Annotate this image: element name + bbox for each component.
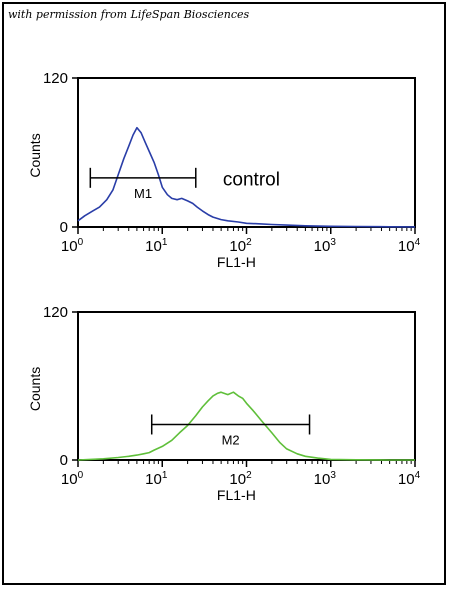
plot-frame	[77, 311, 416, 461]
x-tick-exponent: 4	[415, 470, 421, 481]
x-tick-exponent: 0	[78, 237, 84, 248]
x-tick-base: 10	[229, 238, 246, 255]
y-tick-label: 0	[60, 219, 68, 236]
x-tick-base: 10	[61, 238, 78, 255]
panel-annotation: control	[223, 169, 280, 190]
x-tick-exponent: 1	[162, 470, 168, 481]
x-tick-exponent: 1	[162, 237, 168, 248]
x-tick-label: 100	[61, 470, 84, 488]
y-axis-label: Counts	[27, 367, 43, 411]
histogram-line	[77, 126, 416, 228]
x-tick-base: 10	[61, 471, 78, 488]
x-tick-base: 10	[314, 238, 331, 255]
x-tick-label: 101	[145, 470, 168, 488]
x-tick-label: 102	[229, 237, 252, 255]
x-tick-label: 103	[314, 237, 337, 255]
x-tick-exponent: 2	[246, 237, 252, 248]
x-axis-label: FL1-H	[217, 254, 256, 270]
x-tick-label: 104	[398, 237, 421, 255]
y-tick-label: 120	[43, 70, 68, 87]
x-tick-base: 10	[229, 471, 246, 488]
x-tick-exponent: 3	[330, 237, 336, 248]
gate-marker-label: M1	[134, 186, 152, 201]
x-tick-label: 101	[145, 237, 168, 255]
x-tick-base: 10	[398, 471, 415, 488]
x-tick-base: 10	[314, 471, 331, 488]
y-axis-label: Counts	[27, 133, 43, 177]
credit-text: with permission from LifeSpan Bioscience…	[8, 8, 250, 21]
x-tick-label: 100	[61, 237, 84, 255]
x-axis-label: FL1-H	[217, 487, 256, 503]
x-tick-exponent: 4	[415, 237, 421, 248]
x-tick-exponent: 2	[246, 470, 252, 481]
x-tick-base: 10	[145, 471, 162, 488]
x-tick-base: 10	[398, 238, 415, 255]
x-tick-label: 102	[229, 470, 252, 488]
x-tick-label: 104	[398, 470, 421, 488]
y-tick-label: 120	[43, 304, 68, 321]
x-tick-exponent: 3	[330, 470, 336, 481]
figure-frame	[2, 2, 446, 585]
x-tick-base: 10	[145, 238, 162, 255]
x-tick-label: 103	[314, 470, 337, 488]
y-tick-label: 0	[60, 452, 68, 469]
histogram-line	[77, 391, 415, 461]
gate-marker-label: M2	[222, 432, 240, 447]
x-tick-exponent: 0	[78, 470, 84, 481]
plot-frame	[77, 77, 416, 228]
